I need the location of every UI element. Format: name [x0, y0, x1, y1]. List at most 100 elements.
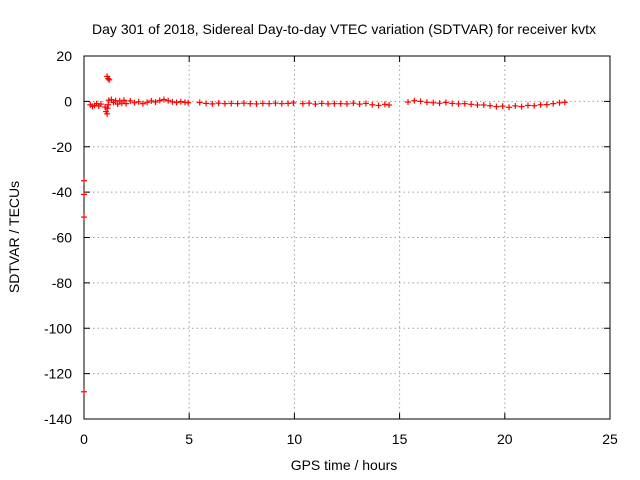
- x-tick-label: 25: [602, 431, 618, 447]
- x-tick-label: 10: [287, 431, 303, 447]
- axis-ticks: 20 0 -20 -40 -60 -80 -100 -120 -140 0 5 10 15 20 25: [44, 48, 618, 447]
- data-point: [375, 102, 382, 109]
- data-point: [173, 99, 180, 106]
- data-point: [369, 101, 376, 108]
- data-point: [203, 100, 210, 107]
- y-tick-label: 20: [56, 48, 72, 64]
- data-point: [135, 98, 142, 105]
- data-point: [543, 101, 550, 108]
- data-point: [436, 100, 443, 107]
- data-point: [306, 100, 313, 107]
- data-point: [152, 99, 159, 106]
- data-point: [127, 97, 134, 104]
- x-tick-label: 5: [185, 431, 193, 447]
- data-point: [337, 100, 344, 107]
- y-tick-label: -100: [44, 320, 72, 336]
- data-point: [487, 102, 494, 109]
- data-point: [185, 99, 192, 106]
- data-point: [234, 100, 241, 107]
- data-point: [318, 100, 325, 107]
- data-point: [512, 102, 519, 109]
- data-point: [196, 99, 203, 106]
- data-point: [285, 100, 292, 107]
- chart-title: Day 301 of 2018, Sidereal Day-to-day VTE…: [92, 21, 596, 37]
- data-point: [356, 101, 363, 108]
- data-point: [160, 96, 167, 103]
- data-point: [423, 99, 430, 106]
- y-tick-label: -20: [52, 139, 72, 155]
- data-point: [550, 100, 557, 107]
- data-point: [362, 100, 369, 107]
- data-point: [290, 99, 297, 106]
- data-point: [105, 75, 112, 82]
- data-point: [312, 101, 319, 108]
- data-point: [240, 100, 247, 107]
- data-point: [537, 101, 544, 108]
- data-point: [104, 105, 111, 112]
- data-points: [81, 73, 568, 395]
- data-point: [177, 98, 184, 105]
- data-point: [524, 102, 531, 109]
- y-tick-label: -60: [52, 230, 72, 246]
- data-point: [480, 102, 487, 109]
- y-tick-label: 0: [64, 93, 72, 109]
- data-point: [442, 99, 449, 106]
- x-tick-label: 20: [497, 431, 513, 447]
- data-point: [344, 100, 350, 107]
- data-point: [139, 100, 146, 107]
- data-point: [381, 101, 388, 108]
- data-point: [253, 100, 260, 107]
- data-point: [221, 100, 228, 107]
- data-point: [144, 99, 151, 106]
- data-point: [299, 100, 306, 107]
- data-point: [531, 102, 538, 109]
- data-point: [455, 100, 462, 107]
- x-axis-label: GPS time / hours: [291, 457, 398, 473]
- data-point: [104, 110, 111, 117]
- data-point: [386, 102, 393, 109]
- data-point: [114, 101, 121, 108]
- y-tick-label: -40: [52, 184, 72, 200]
- data-point: [81, 214, 87, 221]
- y-tick-label: -80: [52, 275, 72, 291]
- data-point: [259, 100, 266, 107]
- data-point: [325, 100, 332, 107]
- data-point: [165, 97, 172, 104]
- data-point: [215, 100, 222, 107]
- data-point: [169, 98, 176, 105]
- data-point: [331, 100, 338, 107]
- data-point: [272, 100, 279, 107]
- data-point: [506, 104, 513, 111]
- data-point: [247, 100, 254, 107]
- data-point: [468, 101, 475, 108]
- data-point: [411, 97, 418, 104]
- data-point: [131, 99, 138, 106]
- plot-frame: [83, 55, 611, 420]
- y-axis-label: SDTVAR / TECUs: [6, 181, 22, 293]
- grid: [84, 56, 610, 419]
- data-point: [430, 99, 437, 106]
- y-tick-label: -140: [44, 411, 72, 427]
- data-point: [97, 101, 104, 108]
- data-point: [81, 177, 87, 184]
- data-point: [561, 99, 568, 106]
- y-tick-label: -120: [44, 366, 72, 382]
- data-point: [556, 99, 563, 106]
- data-point: [209, 100, 216, 107]
- data-point: [81, 191, 87, 198]
- data-point: [499, 103, 506, 110]
- data-point: [493, 103, 500, 110]
- data-point: [278, 100, 285, 107]
- data-point: [417, 98, 424, 105]
- data-point: [474, 102, 481, 109]
- data-point: [266, 100, 273, 107]
- data-point: [106, 76, 113, 83]
- data-point: [228, 100, 235, 107]
- data-point: [120, 97, 127, 104]
- data-point: [148, 97, 155, 104]
- data-point: [81, 388, 87, 395]
- x-tick-label: 15: [392, 431, 408, 447]
- x-tick-label: 0: [80, 431, 88, 447]
- data-point: [461, 100, 468, 107]
